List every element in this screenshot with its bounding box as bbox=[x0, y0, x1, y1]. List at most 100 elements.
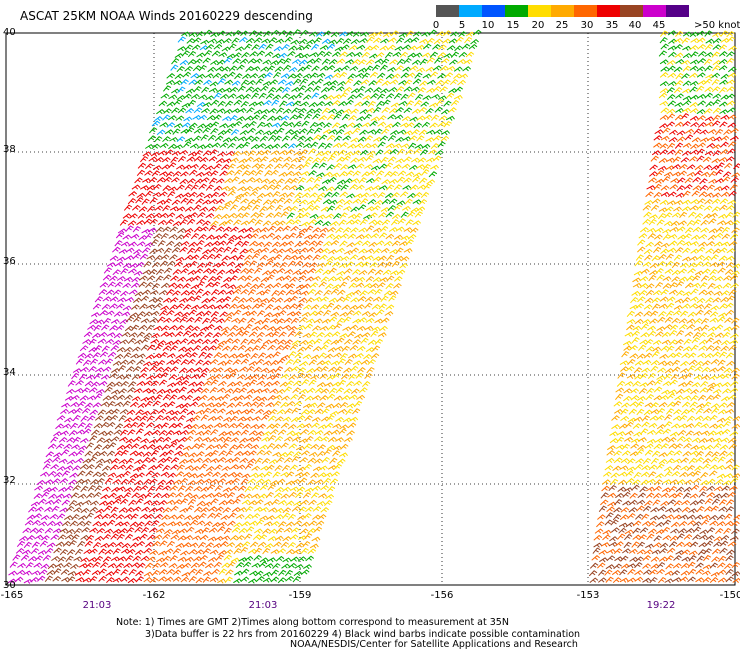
wind-barb bbox=[403, 86, 413, 92]
lat-label-34: 34 bbox=[3, 367, 16, 378]
wind-barb bbox=[200, 134, 209, 141]
wind-barb bbox=[658, 303, 668, 309]
wind-barb bbox=[140, 155, 149, 163]
wind-barb bbox=[660, 289, 669, 296]
wind-barb bbox=[313, 526, 323, 533]
wind-barb bbox=[172, 268, 181, 275]
wind-barb bbox=[398, 32, 408, 38]
wind-barb bbox=[219, 93, 229, 100]
wind-barb bbox=[346, 403, 356, 409]
wind-barb bbox=[235, 193, 245, 199]
wind-barb bbox=[231, 37, 240, 44]
wind-barb bbox=[260, 156, 269, 163]
wind-barb bbox=[349, 324, 359, 330]
wind-barb bbox=[708, 170, 717, 178]
wind-barb bbox=[725, 262, 735, 269]
wind-barb bbox=[194, 149, 203, 157]
wind-barb bbox=[101, 303, 111, 310]
wind-barb bbox=[311, 422, 320, 429]
wind-barb bbox=[359, 149, 369, 156]
wind-barb bbox=[387, 134, 396, 142]
wind-barb bbox=[97, 338, 107, 344]
wind-barb bbox=[183, 164, 192, 170]
wind-barb bbox=[309, 52, 319, 58]
wind-barb bbox=[188, 549, 198, 555]
wind-barb bbox=[194, 316, 203, 323]
wind-barb bbox=[170, 438, 180, 444]
wind-barb bbox=[88, 548, 98, 554]
wind-barb bbox=[183, 535, 193, 541]
wind-barb bbox=[392, 51, 402, 57]
wind-barb bbox=[72, 368, 82, 374]
wind-barb bbox=[421, 169, 430, 176]
wind-barb bbox=[657, 316, 666, 323]
wind-barb bbox=[88, 456, 97, 463]
wind-barb bbox=[137, 311, 146, 318]
wind-barb bbox=[667, 191, 677, 197]
wind-barb bbox=[715, 178, 725, 184]
wind-barb bbox=[338, 219, 347, 226]
wind-barb bbox=[71, 534, 80, 541]
wind-barb bbox=[187, 50, 197, 58]
wind-barb bbox=[365, 206, 375, 212]
wind-barb bbox=[207, 275, 217, 283]
wind-barb bbox=[339, 240, 348, 247]
wind-barb bbox=[718, 255, 728, 262]
wind-barb bbox=[276, 248, 286, 254]
wind-barb bbox=[206, 484, 216, 491]
wind-barb bbox=[80, 507, 90, 514]
wind-barb bbox=[390, 102, 400, 108]
wind-barb bbox=[180, 452, 190, 458]
wind-barb bbox=[248, 101, 258, 107]
wind-barb bbox=[124, 346, 133, 353]
wind-barb bbox=[166, 499, 175, 505]
wind-barb bbox=[317, 232, 326, 240]
wind-barb bbox=[679, 576, 689, 582]
wind-barb bbox=[295, 254, 305, 260]
wind-barb bbox=[165, 340, 174, 346]
wind-barb bbox=[173, 499, 183, 505]
wind-barb bbox=[393, 282, 402, 289]
wind-barb bbox=[703, 401, 712, 408]
wind-barb bbox=[188, 191, 198, 198]
wind-barb bbox=[218, 191, 228, 197]
wind-barb bbox=[176, 514, 185, 520]
wind-barb bbox=[345, 408, 354, 416]
wind-barb bbox=[202, 127, 211, 134]
wind-barb bbox=[175, 471, 185, 477]
wind-barb bbox=[89, 318, 99, 325]
wind-barb bbox=[436, 98, 445, 106]
wind-barb bbox=[699, 485, 708, 493]
wind-barb bbox=[616, 380, 626, 387]
wind-barb bbox=[690, 445, 700, 451]
wind-barb bbox=[719, 79, 728, 85]
wind-barb bbox=[225, 100, 234, 107]
wind-barb bbox=[667, 142, 676, 150]
wind-barb bbox=[629, 401, 639, 407]
wind-barb bbox=[217, 289, 227, 296]
wind-barb bbox=[718, 555, 727, 563]
wind-barb bbox=[287, 541, 296, 549]
wind-barb bbox=[332, 72, 341, 79]
wind-barb bbox=[295, 164, 305, 170]
wind-barb bbox=[371, 345, 381, 352]
wind-barb bbox=[215, 66, 225, 72]
wind-barb bbox=[271, 423, 281, 430]
wind-barb bbox=[217, 360, 227, 366]
wind-barb bbox=[333, 395, 343, 401]
wind-barb bbox=[373, 87, 382, 93]
wind-barb bbox=[203, 521, 213, 527]
wind-barb bbox=[674, 52, 684, 58]
wind-barb bbox=[659, 394, 669, 401]
wind-barb bbox=[248, 120, 257, 127]
wind-barb bbox=[66, 459, 76, 465]
wind-barb bbox=[193, 485, 203, 492]
wind-barb bbox=[266, 204, 275, 211]
wind-barb bbox=[318, 94, 328, 100]
wind-barb bbox=[158, 290, 168, 296]
wind-barb bbox=[620, 457, 630, 464]
wind-barb bbox=[611, 569, 621, 576]
wind-barb bbox=[636, 499, 646, 505]
wind-barb bbox=[335, 128, 345, 135]
wind-barb bbox=[280, 493, 290, 499]
